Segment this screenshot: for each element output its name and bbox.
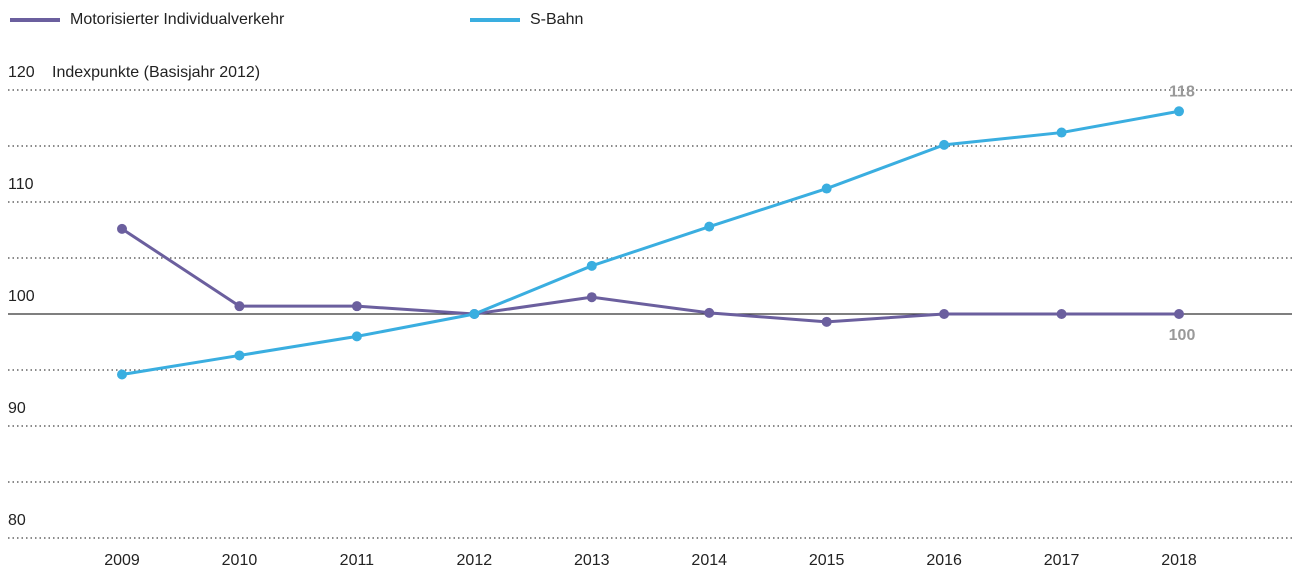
- y-tick-label: 110: [8, 176, 34, 193]
- data-point: [117, 223, 127, 234]
- data-point: [351, 331, 362, 342]
- data-point: [1174, 106, 1184, 117]
- x-tick-label: 2013: [574, 552, 610, 569]
- data-point: [1174, 309, 1184, 319]
- data-point: [939, 139, 950, 150]
- data-point: [939, 309, 950, 319]
- x-tick-label: 2017: [1044, 552, 1080, 569]
- y-tick-label: 80: [8, 512, 26, 529]
- y-tick-label: 120: [8, 64, 35, 81]
- x-tick-label: 2011: [340, 552, 375, 569]
- data-point: [234, 350, 245, 361]
- data-point: [117, 369, 127, 380]
- y-tick-label: 90: [8, 400, 26, 417]
- value-label: 100: [1169, 327, 1196, 344]
- x-tick-label: 2016: [926, 552, 962, 569]
- data-point: [821, 316, 832, 327]
- x-tick-label: 2014: [691, 552, 727, 569]
- data-point: [234, 301, 245, 312]
- data-point: [469, 309, 480, 319]
- data-point: [1056, 309, 1067, 319]
- x-tick-label: 2012: [457, 552, 493, 569]
- y-tick-label: 100: [8, 288, 35, 305]
- data-point: [586, 260, 597, 271]
- value-label: 118: [1169, 83, 1195, 100]
- x-tick-label: 2009: [104, 552, 140, 569]
- data-point: [1056, 127, 1067, 138]
- data-point: [586, 292, 597, 303]
- x-tick-label: 2015: [809, 552, 845, 569]
- data-point: [704, 307, 715, 318]
- legend-label: Motorisierter Individualverkehr: [70, 11, 285, 28]
- x-tick-label: 2010: [222, 552, 258, 569]
- x-tick-label: 2018: [1161, 552, 1197, 569]
- y-axis-label: Indexpunkte (Basisjahr 2012): [52, 64, 260, 81]
- data-point: [704, 221, 715, 232]
- data-point: [351, 301, 362, 312]
- series-line: [121, 109, 1180, 376]
- series-line: [121, 227, 1179, 324]
- data-point: [821, 183, 832, 194]
- legend-label: S-Bahn: [530, 11, 583, 28]
